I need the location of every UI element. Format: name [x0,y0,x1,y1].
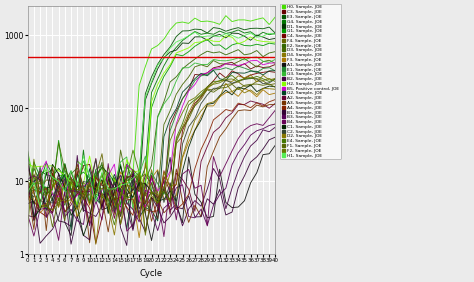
X-axis label: Cycle: Cycle [140,269,163,278]
Legend: H0, Sample, JOE, C3, Sample, JOE, E3, Sample, JOE, G4, Sample, JOE, D1, Sample, : H0, Sample, JOE, C3, Sample, JOE, E3, Sa… [280,4,341,159]
